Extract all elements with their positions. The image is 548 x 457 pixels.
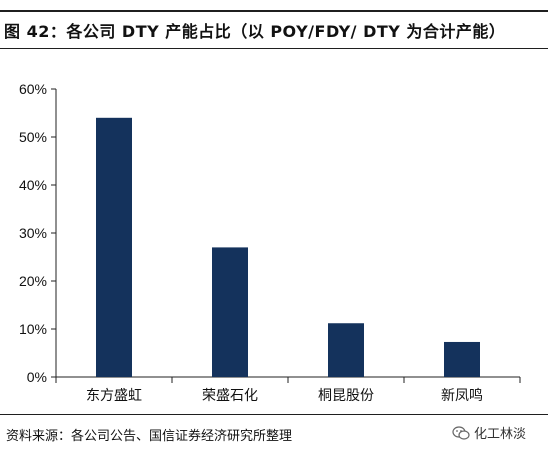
wechat-icon bbox=[452, 426, 470, 440]
y-tick-label: 20% bbox=[19, 273, 47, 289]
source-note: 资料来源：各公司公告、国信证券经济研究所整理 bbox=[6, 429, 293, 444]
watermark-text: 化工林淡 bbox=[474, 427, 527, 442]
x-category-label: 东方盛虹 bbox=[86, 388, 142, 404]
y-axis: 0% 10% 20% 30% 40% 50% 60% bbox=[19, 81, 57, 385]
watermark: 化工林淡 bbox=[452, 423, 526, 442]
x-category-label: 新凤鸣 bbox=[441, 387, 483, 404]
bar-chart: 0% 10% 20% 30% 40% 50% 60% 东方盛虹 荣盛石化 桐昆股份 新凤鸣 bbox=[19, 81, 521, 404]
bar-4 bbox=[444, 341, 480, 377]
y-tick-label: 10% bbox=[19, 321, 47, 337]
title-divider bbox=[0, 48, 548, 49]
x-category-label: 桐昆股份 bbox=[318, 388, 374, 404]
y-tick-label: 30% bbox=[19, 225, 47, 241]
x-category-label: 荣盛石化 bbox=[202, 388, 258, 404]
source-divider bbox=[0, 414, 548, 415]
y-tick-label: 40% bbox=[19, 177, 47, 193]
y-tick-label: 50% bbox=[19, 129, 47, 145]
x-axis: 东方盛虹 荣盛石化 桐昆股份 新凤鸣 bbox=[55, 376, 521, 404]
figure-title: 图 42：各公司 DTY 产能占比（以 POY/FDY/ DTY 为合计产能） bbox=[4, 22, 506, 41]
top-border bbox=[0, 10, 548, 12]
bar-1 bbox=[96, 117, 132, 378]
y-tick-label: 60% bbox=[19, 81, 47, 97]
bars bbox=[96, 117, 480, 378]
bar-2 bbox=[212, 247, 248, 377]
bar-3 bbox=[328, 323, 364, 377]
y-tick-label: 0% bbox=[27, 369, 47, 385]
